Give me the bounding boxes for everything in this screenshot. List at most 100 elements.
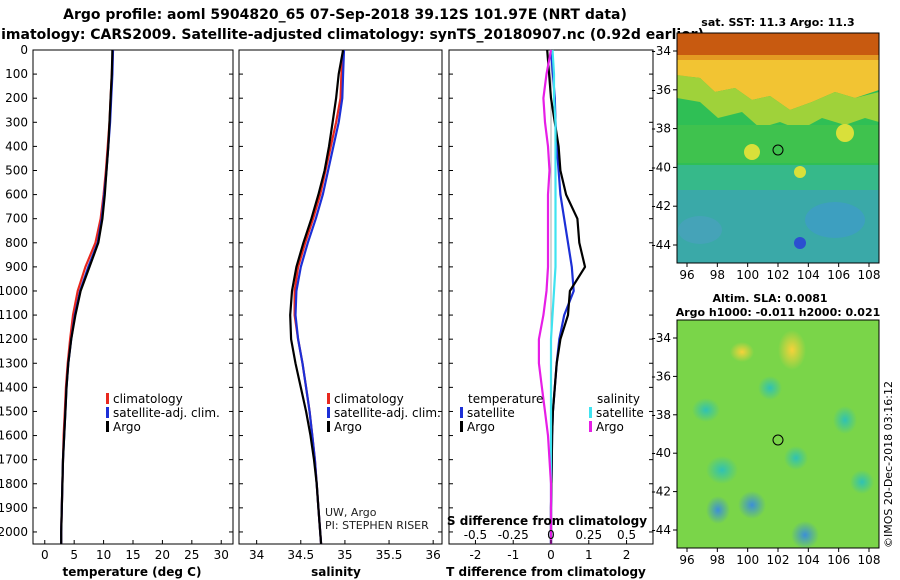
temperature-tick-label: 15 (125, 548, 140, 562)
sla-map-lat-labels: -34 -36 -38 -40 -42 -44 (651, 331, 677, 537)
salinity-tick-label: 35 (337, 548, 352, 562)
legend-sal-argo-swatch (589, 421, 592, 432)
lon-tick-label: 98 (710, 553, 725, 567)
legend-argo-swatch (106, 421, 109, 432)
sla-map-title-line2: Argo h1000: -0.011 h2000: 0.021 (676, 306, 881, 319)
temperature-tick-label: 25 (184, 548, 199, 562)
series-line-argo (289, 49, 345, 545)
temperature-axis-label: temperature (deg C) (63, 565, 202, 579)
depth-tick-label: 400 (5, 139, 28, 153)
depth-tick-label: 1800 (0, 477, 28, 491)
s-difference-tick-label: 0.5 (617, 528, 636, 542)
difference-series (537, 49, 587, 544)
legend-temp-sat-label: satellite (467, 406, 515, 420)
depth-tick-label: 1400 (0, 380, 28, 394)
difference-legend: temperature satellite Argo salinity sate… (460, 392, 644, 434)
t-difference-tick-label: -1 (507, 548, 519, 562)
lat-tick-label: -40 (651, 160, 671, 174)
s-difference-tick-label: -0.25 (498, 528, 529, 542)
lat-tick-label: -36 (651, 369, 671, 383)
s-difference-tick-label: 0 (547, 528, 555, 542)
salinity-tick-label: 36 (426, 548, 441, 562)
temperature-series (60, 49, 115, 544)
depth-tick-label: 100 (5, 67, 28, 81)
salinity-tick-label: 35.5 (376, 548, 403, 562)
depth-tick-label: 2000 (0, 525, 28, 539)
imos-timestamp: ©IMOS 20-Dec-2018 03:16:12 (882, 381, 895, 548)
salinity-tick-label: 34.5 (287, 548, 314, 562)
depth-tick-label: 900 (5, 260, 28, 274)
legend-sat-label: satellite-adj. clim. (113, 406, 220, 420)
s-difference-axis-label: S difference from climatology (447, 514, 647, 528)
lon-tick-label: 98 (710, 268, 725, 282)
t-difference-tick-label: 0 (547, 548, 555, 562)
sla-map (677, 320, 879, 548)
figure-title-line2: Climatology: CARS2009. Satellite-adjuste… (0, 27, 704, 43)
s-difference-tick-label: 0.25 (575, 528, 602, 542)
s-difference-tick-label: -0.5 (464, 528, 487, 542)
depth-tick-labels: 0 100 200 300 400 500 600 700 800 900 1000 1100 1200… (0, 43, 653, 539)
figure-title-line1: Argo profile: aoml 5904820_65 07-Sep-201… (63, 7, 627, 23)
depth-tick-label: 1600 (0, 429, 28, 443)
lat-tick-label: -34 (651, 44, 671, 58)
depth-tick-label: 1000 (0, 284, 28, 298)
sst-map-title: sat. SST: 11.3 Argo: 11.3 (701, 16, 854, 29)
legend-sal-sat-swatch (589, 407, 592, 418)
legend-sat-label: satellite-adj. clim. (334, 406, 441, 420)
salinity-axis-label: salinity (311, 565, 361, 579)
lon-tick-label: 106 (827, 553, 850, 567)
depth-tick-label: 1700 (0, 453, 28, 467)
depth-tick-label: 0 (20, 43, 28, 57)
lat-tick-label: -38 (651, 122, 671, 136)
lon-tick-label: 104 (797, 268, 820, 282)
legend-sat-swatch (106, 407, 109, 418)
legend-argo-label: Argo (113, 420, 141, 434)
temperature-legend: climatology satellite-adj. clim. Argo (106, 392, 220, 434)
depth-tick-label: 200 (5, 91, 28, 105)
t-difference-tick-label: -2 (469, 548, 481, 562)
t-difference-tick-label: 2 (623, 548, 631, 562)
legend-argo-label: Argo (334, 420, 362, 434)
temperature-panel-frame (32, 49, 234, 545)
salinity-panel-frame (238, 49, 443, 545)
sst-map-lon-labels: 96 98 100 102 104 106 108 (679, 263, 880, 282)
legend-argo-swatch (327, 421, 330, 432)
sla-map-lon-labels: 96 98 100 102 104 106 108 (679, 548, 880, 567)
lon-tick-label: 102 (767, 268, 790, 282)
temperature-tick-label: 10 (96, 548, 111, 562)
lat-tick-label: -40 (651, 446, 671, 460)
sst-map-lat-labels: -34 -36 -38 -40 -42 -44 (651, 44, 677, 252)
temperature-tick-label: 0 (41, 548, 49, 562)
legend-temp-sat-swatch (460, 407, 463, 418)
salinity-tick-label: 34 (249, 548, 264, 562)
lon-tick-label: 96 (679, 553, 694, 567)
lon-tick-label: 104 (797, 553, 820, 567)
lon-tick-label: 108 (858, 553, 881, 567)
lat-tick-label: -38 (651, 408, 671, 422)
legend-clim-label: climatology (113, 392, 183, 406)
legend-temp-argo-label: Argo (467, 420, 495, 434)
sst-argo-location-marker (772, 144, 784, 156)
lat-tick-label: -34 (651, 331, 671, 345)
depth-tick-label: 1500 (0, 404, 28, 418)
depth-tick-label: 1900 (0, 501, 28, 515)
lat-tick-label: -44 (651, 238, 671, 252)
credit-line1: UW, Argo (325, 506, 377, 519)
series-line-salinity-argo (537, 49, 553, 544)
salinity-legend: climatology satellite-adj. clim. Argo (327, 392, 441, 434)
x-tick-labels: 0 5 10 15 20 25 30 34 34.5 35 35.5 36 -2 -1 0 1 2 -0.5 -0.… (41, 528, 636, 562)
lon-tick-label: 96 (679, 268, 694, 282)
series-line-argo (60, 49, 114, 544)
legend-temp-argo-swatch (460, 421, 463, 432)
lon-tick-label: 100 (736, 268, 759, 282)
lon-tick-label: 106 (827, 268, 850, 282)
depth-tick-label: 700 (5, 212, 28, 226)
legend-clim-swatch (106, 393, 109, 404)
depth-tick-label: 300 (5, 115, 28, 129)
temperature-tick-label: 5 (70, 548, 78, 562)
legend-sat-swatch (327, 407, 330, 418)
legend-clim-swatch (327, 393, 330, 404)
lon-tick-label: 100 (736, 553, 759, 567)
lat-tick-label: -36 (651, 83, 671, 97)
t-difference-axis-label: T difference from climatology (446, 565, 646, 579)
